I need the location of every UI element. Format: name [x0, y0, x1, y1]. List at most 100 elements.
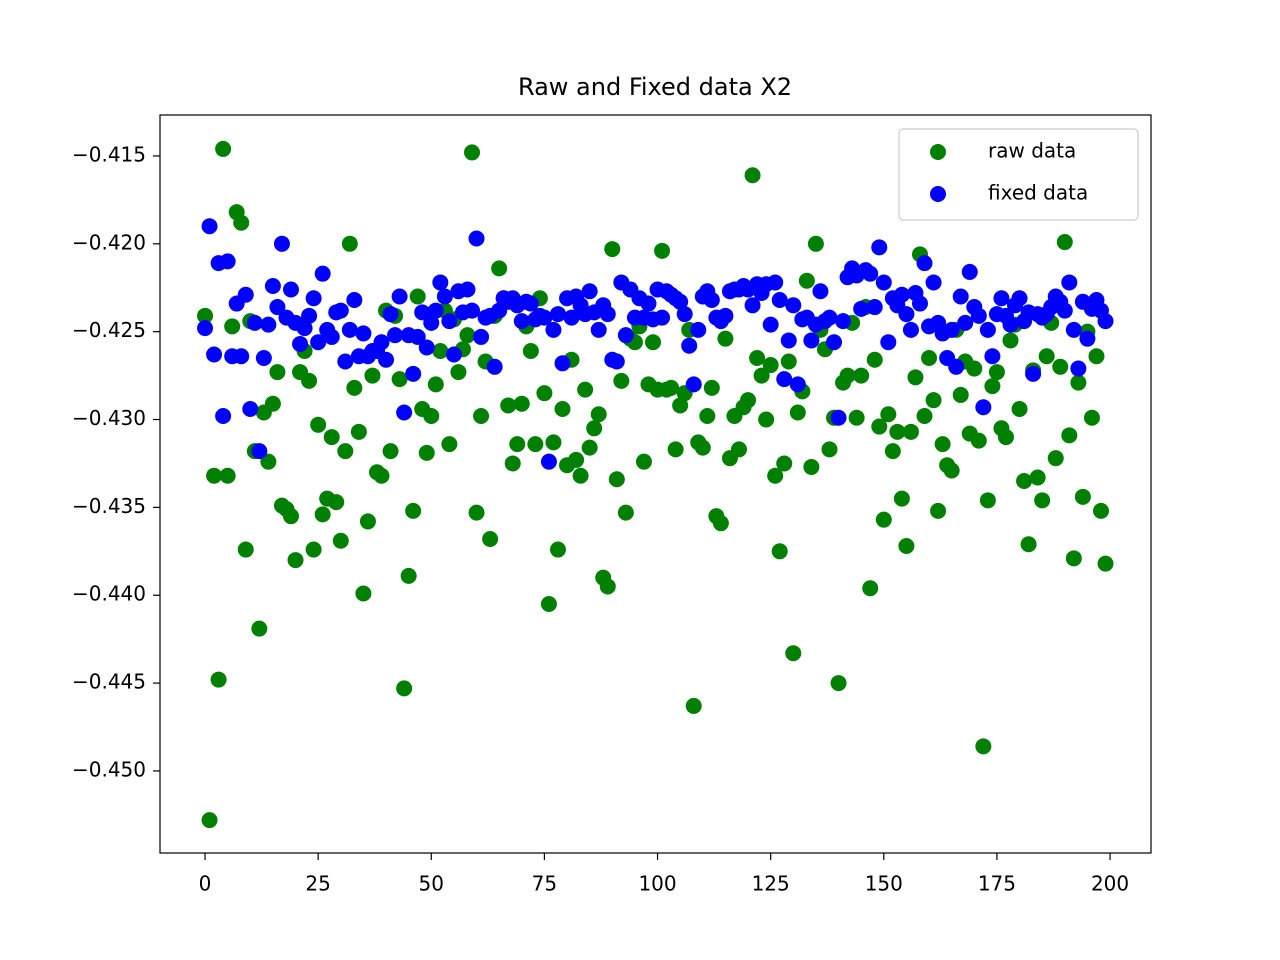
data-point [957, 314, 974, 331]
data-point [893, 286, 910, 303]
data-point [617, 504, 634, 521]
data-point [459, 281, 476, 298]
data-point [215, 407, 232, 424]
data-point [328, 494, 345, 511]
data-point [758, 411, 775, 428]
data-point [862, 265, 879, 282]
data-point [771, 292, 788, 309]
data-point [789, 404, 806, 421]
data-point [545, 434, 562, 451]
data-point [853, 367, 870, 384]
data-point [807, 235, 824, 252]
data-point [681, 337, 698, 354]
data-point [219, 467, 236, 484]
data-point [436, 288, 453, 305]
data-point [355, 585, 372, 602]
data-point [907, 369, 924, 386]
data-point [210, 671, 227, 688]
data-point [663, 379, 680, 396]
x-tick-label: 175 [978, 872, 1016, 896]
data-point [423, 407, 440, 424]
data-point [590, 406, 607, 423]
data-point [884, 443, 901, 460]
data-point [273, 235, 290, 252]
data-point [943, 462, 960, 479]
data-point [667, 441, 684, 458]
data-point [491, 260, 508, 277]
data-point [1047, 450, 1064, 467]
data-point [310, 334, 327, 351]
data-point [346, 292, 363, 309]
data-point [1020, 536, 1037, 553]
data-point [269, 364, 286, 381]
data-point [717, 307, 734, 324]
data-point [771, 543, 788, 560]
data-point [382, 306, 399, 323]
data-point [694, 439, 711, 456]
data-point [1088, 348, 1105, 365]
y-tick-label: −0.430 [72, 406, 146, 430]
data-point [577, 381, 594, 398]
data-point [835, 313, 852, 330]
data-point [242, 400, 259, 417]
data-point [246, 314, 263, 331]
data-point [201, 218, 218, 235]
data-point [975, 399, 992, 416]
data-point [640, 295, 657, 312]
data-point [482, 530, 499, 547]
data-point [853, 300, 870, 317]
data-point [830, 409, 847, 426]
x-tick-label: 75 [532, 872, 557, 896]
data-point [916, 255, 933, 272]
data-point [332, 532, 349, 549]
x-tick-label: 0 [199, 872, 212, 896]
data-point [215, 140, 232, 157]
data-point [310, 416, 327, 433]
data-point [527, 436, 544, 453]
data-point [875, 274, 892, 291]
x-tick-label: 50 [419, 872, 444, 896]
data-point [848, 409, 865, 426]
legend-label: raw data [988, 139, 1076, 163]
data-point [206, 467, 223, 484]
data-point [572, 467, 589, 484]
data-point [1083, 409, 1100, 426]
data-point [975, 738, 992, 755]
data-point [943, 321, 960, 338]
data-point [269, 299, 286, 316]
data-point [378, 351, 395, 368]
plot-frame [159, 114, 1152, 854]
data-point [237, 541, 254, 558]
data-point [468, 230, 485, 247]
data-point [237, 286, 254, 303]
data-point [1002, 332, 1019, 349]
data-point [473, 407, 490, 424]
data-point [635, 453, 652, 470]
data-point [753, 367, 770, 384]
data-point [464, 302, 481, 319]
data-point [283, 281, 300, 298]
data-point [789, 376, 806, 393]
data-point [762, 316, 779, 333]
data-point [966, 360, 983, 377]
data-point [441, 436, 458, 453]
data-point [703, 379, 720, 396]
data-point [930, 502, 947, 519]
data-point [1079, 330, 1096, 347]
data-point [260, 453, 277, 470]
data-point [699, 407, 716, 424]
data-point [893, 490, 910, 507]
data-point [1038, 348, 1055, 365]
data-point [427, 302, 444, 319]
data-point [409, 328, 426, 345]
data-point [391, 371, 408, 388]
data-point [373, 334, 390, 351]
data-point [197, 307, 214, 324]
data-point [382, 443, 399, 460]
data-point [586, 420, 603, 437]
data-point [1056, 234, 1073, 251]
data-point [604, 241, 621, 258]
data-point [767, 467, 784, 484]
data-point [400, 567, 417, 584]
